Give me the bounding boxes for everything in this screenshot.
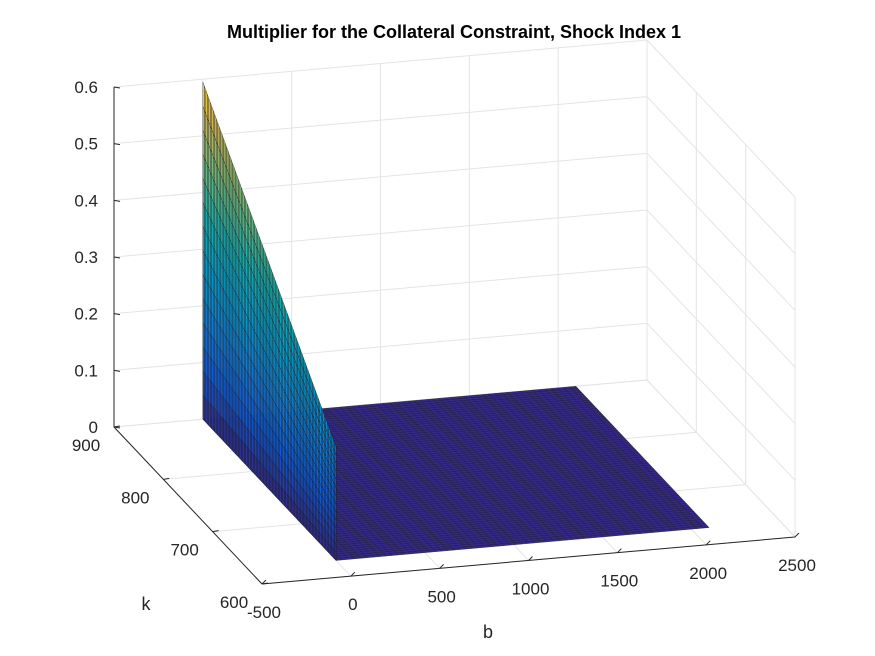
z-tick-mark (113, 86, 121, 89)
side-wall-grid-line-z (646, 209, 796, 368)
surface-mesh-line (305, 495, 679, 529)
z-tick-label: 0 (89, 418, 98, 437)
y-tick-mark (212, 530, 219, 533)
y-tick-label: 600 (220, 593, 248, 612)
surface-wall-cell (202, 394, 205, 422)
x-tick-label: 1000 (512, 580, 550, 599)
tick-labels: -500 0 500 1000 1500 2000 250060070080090000.1… (72, 78, 816, 622)
surface-wall-cell (202, 105, 205, 134)
surface-wall-cell (202, 273, 205, 303)
surface-mesh-line (330, 521, 704, 555)
z-tick-label: 0.1 (74, 361, 98, 380)
surface-mesh-line (286, 474, 660, 509)
surface-mesh-line (288, 476, 662, 511)
surface-mesh-line (320, 511, 694, 545)
surface-mesh-line (292, 480, 666, 515)
surface-wall-cell (202, 226, 205, 254)
surface-wall-cell (202, 154, 205, 182)
z-tick-label: 0.3 (74, 248, 98, 267)
surface-mesh-line (280, 468, 654, 503)
surface-mesh-line (290, 478, 664, 513)
z-tick-mark (113, 369, 121, 372)
surface-mesh-line (309, 499, 683, 533)
x-tick-label: -500 (247, 603, 281, 622)
surface-mesh-line (297, 486, 672, 521)
surface-mesh-line (301, 490, 675, 525)
surface-wall-cell (202, 81, 205, 111)
y-axis-line (113, 426, 263, 585)
x-tick-mark (350, 571, 356, 577)
x-tick-label: 500 (427, 587, 455, 606)
surface-mesh-line (307, 497, 681, 531)
surface-wall-cell (202, 346, 205, 374)
surface-mesh-line (326, 517, 700, 551)
z-tick-label: 0.6 (74, 78, 98, 97)
y-tick-mark (163, 477, 170, 480)
y-axis-label: k (142, 594, 152, 614)
surface-mesh-line (278, 466, 653, 501)
surface-mesh-line (334, 525, 708, 559)
surface-mesh-line (277, 464, 651, 499)
surface-mesh-line (275, 462, 649, 497)
surface-mesh-line (311, 501, 685, 535)
z-tick-mark (113, 199, 121, 202)
x-tick-label: 0 (348, 595, 357, 614)
y-tick-label: 800 (121, 488, 149, 507)
surface-wall-cell (202, 297, 205, 326)
surface-mesh-line (328, 519, 702, 553)
x-tick-label: 2000 (689, 564, 727, 583)
z-tick-mark (113, 313, 121, 316)
back-wall-grid-line-z (113, 39, 648, 88)
x-tick-mark (528, 556, 533, 561)
surface-wall-cell (202, 130, 205, 158)
side-wall-grid-line-z (646, 322, 796, 481)
axes (113, 86, 800, 585)
side-wall-grid-line-z (646, 96, 796, 255)
surface-mesh-line (303, 493, 677, 527)
surface-mesh-line (282, 470, 656, 505)
surface-mesh-line (318, 509, 693, 543)
z-tick-label: 0.2 (74, 305, 98, 324)
surface-mesh-line (294, 482, 668, 517)
x-tick-label: 2500 (778, 556, 816, 575)
surface-wall-cell (202, 178, 205, 206)
y-tick-label: 700 (170, 541, 198, 560)
x-tick-mark (616, 548, 622, 554)
surface-plot (202, 81, 710, 562)
surface-mesh-line (313, 503, 687, 537)
surface-wall-cell (202, 321, 205, 350)
x-tick-label: 1500 (600, 572, 638, 591)
z-tick-mark (113, 143, 121, 146)
surface-mesh-line (324, 515, 698, 549)
surface-mesh-line (296, 484, 670, 519)
z-tick-label: 0.4 (74, 191, 98, 210)
surface-wall-cell (202, 202, 205, 230)
x-tick-mark (705, 540, 711, 546)
x-axis-label: b (483, 622, 493, 642)
surface-mesh-line (316, 507, 691, 541)
chart-title: Multiplier for the Collateral Constraint… (227, 22, 681, 42)
side-wall-grid-line-z (646, 152, 796, 311)
surface-wall-cell (202, 250, 205, 279)
surface-mesh-line (315, 505, 689, 539)
side-wall-grid-line-z (646, 266, 796, 425)
surface-mesh-line (299, 488, 674, 523)
x-tick-mark (261, 579, 267, 585)
y-tick-label: 900 (72, 436, 100, 455)
surface-mesh-line (284, 472, 658, 507)
side-wall-grid-line-z (646, 39, 796, 198)
side-wall-grid-line-z (646, 379, 796, 538)
z-tick-mark (113, 256, 121, 259)
z-tick-label: 0.5 (74, 135, 98, 154)
x-tick-mark (794, 532, 800, 538)
y-tick-mark (261, 582, 269, 585)
z-tick-mark (113, 426, 121, 429)
surface-mesh-line (322, 513, 696, 547)
surface-mesh-line (332, 523, 706, 557)
surface-wall-cell (202, 370, 205, 398)
x-tick-mark (439, 563, 445, 569)
